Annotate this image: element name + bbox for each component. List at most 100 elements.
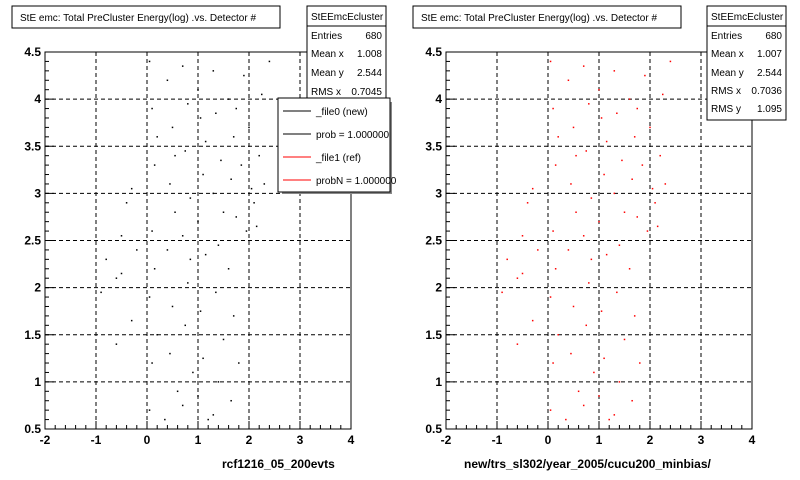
- left-data-point-50: [212, 70, 215, 72]
- right-ytick-label-1: 1: [435, 375, 442, 389]
- right-stats-val-1: 1.007: [757, 49, 782, 60]
- left-stats-val-1: 1.008: [357, 49, 382, 60]
- right-data-point-38: [582, 404, 585, 407]
- left-data-point-38: [181, 404, 184, 407]
- right-data-point-34: [582, 235, 585, 237]
- right-data-point-32: [585, 150, 587, 152]
- left-data-point-17: [156, 136, 158, 138]
- right-data-point-70: [644, 74, 646, 77]
- right-ytick-label-3: 2: [435, 281, 442, 295]
- left-data-point-33: [189, 197, 192, 199]
- right-xtick-label-4: 2: [647, 433, 654, 447]
- left-data-point-51: [215, 112, 217, 115]
- right-data-point-54: [618, 244, 621, 246]
- left-stats-val-2: 2.544: [357, 68, 382, 79]
- right-data-point-3: [506, 258, 508, 261]
- left-data-point-32: [184, 150, 186, 152]
- right-data-point-8: [521, 235, 524, 237]
- left-stats-key-1: Mean x: [311, 49, 344, 60]
- left-data-point-70: [243, 74, 245, 77]
- left-data-point-60: [227, 98, 230, 100]
- right-stats-name: StEEmcEcluster: [711, 12, 784, 23]
- right-data-point-39: [590, 258, 593, 261]
- right-data-point-60: [628, 98, 631, 100]
- left-ytick-label-8: 4.5: [24, 45, 41, 59]
- right-data-point-64: [628, 268, 631, 270]
- right-data-point-45: [600, 310, 603, 312]
- right-stats-key-0: Entries: [711, 31, 742, 42]
- left-data-point-44: [204, 253, 207, 256]
- left-stats-val-0: 680: [365, 31, 382, 42]
- left-data-point-48: [207, 418, 209, 421]
- left-ytick-label-4: 2.5: [24, 234, 41, 248]
- left-stats-key-2: Mean y: [311, 68, 344, 79]
- left-data-point-43: [197, 220, 199, 223]
- legend-label-2: _file1 (ref): [315, 153, 361, 164]
- right-data-point-23: [575, 211, 577, 213]
- right-ytick-label-6: 3.5: [425, 139, 442, 153]
- left-ytick-label-7: 4: [34, 92, 41, 106]
- right-ytick-label-8: 4.5: [425, 45, 442, 59]
- left-data-point-76: [255, 225, 258, 228]
- left-data-point-77: [263, 183, 266, 185]
- right-data-point-42: [603, 173, 605, 176]
- left-xtick-label-4: 2: [246, 433, 253, 447]
- left-title-box: [11, 5, 281, 29]
- right-data-point-63: [636, 216, 638, 218]
- left-data-point-2: [136, 249, 138, 251]
- left-data-point-37: [192, 371, 194, 374]
- left-data-point-21: [171, 126, 174, 129]
- right-title-box: [412, 5, 682, 29]
- right-data-point-73: [646, 230, 649, 232]
- left-data-point-16: [148, 409, 151, 411]
- right-stats-key-2: Mean y: [711, 68, 744, 79]
- right-ytick-label-4: 2.5: [425, 234, 442, 248]
- right-data-point-13: [552, 230, 554, 232]
- left-data-point-39: [189, 258, 192, 261]
- left-data-point-78: [261, 93, 263, 96]
- right-data-point-40: [598, 88, 600, 91]
- left-xtick-label-6: 4: [348, 433, 355, 447]
- left-data-point-11: [151, 107, 153, 110]
- right-data-point-1: [531, 319, 534, 322]
- right-data-point-55: [616, 291, 618, 294]
- left-data-point-23: [174, 211, 176, 213]
- right-ytick-label-2: 1.5: [425, 328, 442, 342]
- left-data-point-66: [238, 362, 240, 364]
- left-data-point-31: [187, 103, 189, 105]
- left-data-point-62: [230, 178, 232, 180]
- right-data-point-53: [613, 192, 616, 195]
- left-data-point-30: [181, 65, 184, 67]
- left-data-point-18: [153, 268, 156, 270]
- left-data-point-29: [174, 154, 176, 157]
- right-data-point-48: [608, 418, 610, 421]
- right-data-point-26: [570, 352, 572, 355]
- left-data-point-64: [227, 268, 230, 270]
- left-data-point-65: [232, 315, 235, 317]
- left-data-point-26: [169, 352, 171, 355]
- right-data-point-12: [554, 164, 557, 166]
- left-data-point-12: [153, 164, 156, 166]
- left-data-point-74: [253, 202, 255, 204]
- left-stats-name: StEEmcEcluster: [311, 12, 384, 23]
- right-data-point-10: [549, 60, 552, 63]
- right-data-point-27: [577, 390, 580, 393]
- right-data-point-36: [585, 324, 587, 327]
- left-data-point-5: [115, 277, 118, 279]
- left-data-point-40: [197, 88, 199, 91]
- right-panel: StE emc: Total PreCluster Energy(log) .v…: [412, 5, 787, 471]
- left-chart-title: StE emc: Total PreCluster Energy(log) .v…: [20, 13, 256, 24]
- right-data-point-22: [570, 183, 572, 185]
- left-data-point-3: [105, 258, 107, 261]
- right-data-point-16: [549, 409, 552, 411]
- left-data-point-41: [199, 117, 202, 119]
- left-data-point-15: [151, 362, 153, 364]
- left-data-point-42: [202, 173, 204, 176]
- left-data-point-35: [187, 282, 189, 284]
- left-data-point-20: [166, 79, 169, 82]
- right-data-point-61: [633, 136, 636, 138]
- right-data-point-56: [623, 338, 626, 341]
- right-data-point-5: [516, 277, 519, 279]
- left-data-point-27: [176, 390, 179, 393]
- right-data-point-29: [575, 154, 577, 157]
